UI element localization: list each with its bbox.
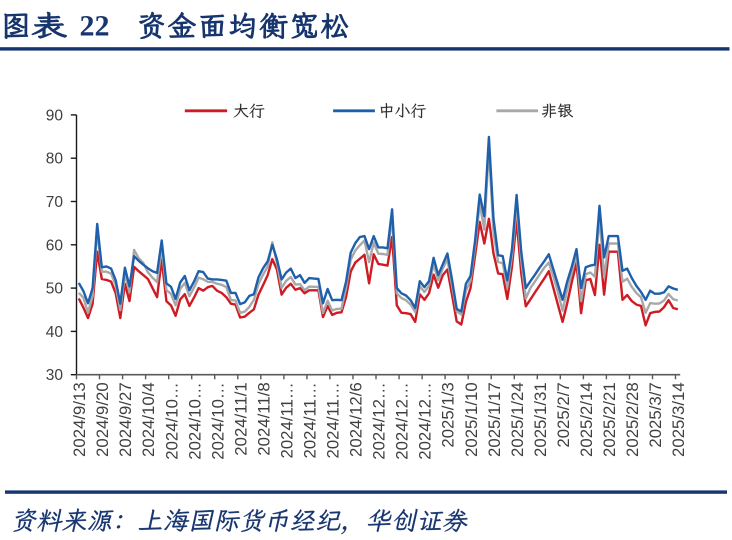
svg-text:2025/2/14: 2025/2/14: [577, 382, 596, 457]
svg-text:2024/10…: 2024/10…: [185, 382, 204, 459]
svg-text:2024/12/6: 2024/12/6: [347, 382, 366, 457]
svg-text:2024/11…: 2024/11…: [301, 382, 320, 458]
svg-text:2025/1/17: 2025/1/17: [485, 382, 504, 457]
svg-text:2024/11…: 2024/11…: [278, 382, 297, 458]
svg-text:90: 90: [46, 107, 64, 124]
svg-text:50: 50: [46, 281, 64, 298]
svg-text:2025/2/28: 2025/2/28: [623, 382, 642, 457]
svg-text:60: 60: [46, 237, 64, 254]
svg-text:40: 40: [46, 324, 64, 341]
svg-text:2024/12…: 2024/12…: [393, 382, 412, 459]
svg-text:2025/1/31: 2025/1/31: [531, 382, 550, 457]
svg-text:70: 70: [46, 194, 64, 211]
svg-text:2025/2/21: 2025/2/21: [600, 382, 619, 457]
svg-text:2025/3/7: 2025/3/7: [646, 382, 665, 447]
svg-text:2024/11/8: 2024/11/8: [254, 382, 273, 455]
svg-text:2024/9/13: 2024/9/13: [70, 382, 89, 457]
svg-text:2024/10…: 2024/10…: [208, 382, 227, 459]
svg-text:2025/1/10: 2025/1/10: [462, 382, 481, 457]
svg-text:2025/3/14: 2025/3/14: [669, 382, 688, 457]
svg-text:2025/2/7: 2025/2/7: [554, 382, 573, 447]
svg-text:2024/10/4: 2024/10/4: [139, 382, 158, 457]
svg-text:2025/1/24: 2025/1/24: [508, 382, 527, 457]
svg-text:80: 80: [46, 151, 64, 168]
svg-text:2024/9/20: 2024/9/20: [93, 382, 112, 457]
svg-text:2024/12…: 2024/12…: [416, 382, 435, 459]
svg-text:2025/1/3: 2025/1/3: [439, 382, 458, 447]
svg-text:2024/9/27: 2024/9/27: [116, 382, 135, 457]
svg-text:2024/11…: 2024/11…: [324, 382, 343, 458]
svg-text:22: 22: [80, 9, 110, 42]
svg-text:2024/10…: 2024/10…: [162, 382, 181, 459]
svg-text:30: 30: [46, 367, 64, 384]
svg-text:2024/11/1: 2024/11/1: [231, 382, 250, 455]
svg-text:2024/12…: 2024/12…: [370, 382, 389, 459]
